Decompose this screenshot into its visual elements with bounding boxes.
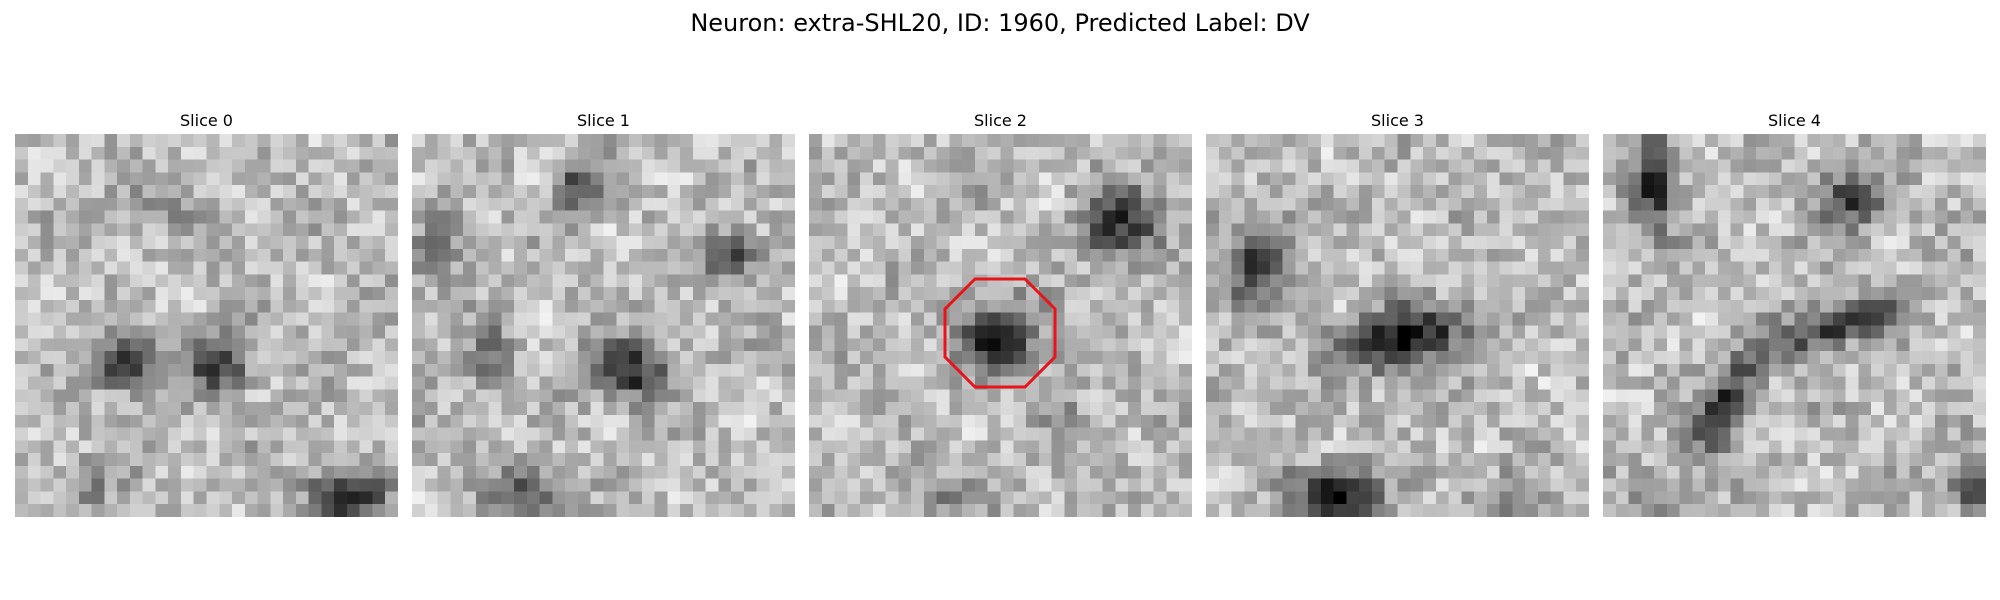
slice-title: Slice 1 <box>412 108 795 134</box>
slice-title: Slice 0 <box>15 108 398 134</box>
slice-image <box>412 134 795 517</box>
slice-panel-2: Slice 2 <box>809 108 1192 517</box>
slice-image <box>1206 134 1589 517</box>
slice-panel-4: Slice 4 <box>1603 108 1986 517</box>
slice-image <box>809 134 1192 517</box>
slice-title: Slice 3 <box>1206 108 1589 134</box>
slice-panel-3: Slice 3 <box>1206 108 1589 517</box>
slice-title: Slice 2 <box>809 108 1192 134</box>
slice-title: Slice 4 <box>1603 108 1986 134</box>
slice-image <box>15 134 398 517</box>
slice-panel-0: Slice 0 <box>15 108 398 517</box>
figure-title: Neuron: extra-SHL20, ID: 1960, Predicted… <box>0 6 2000 40</box>
slice-image <box>1603 134 1986 517</box>
slice-panel-1: Slice 1 <box>412 108 795 517</box>
